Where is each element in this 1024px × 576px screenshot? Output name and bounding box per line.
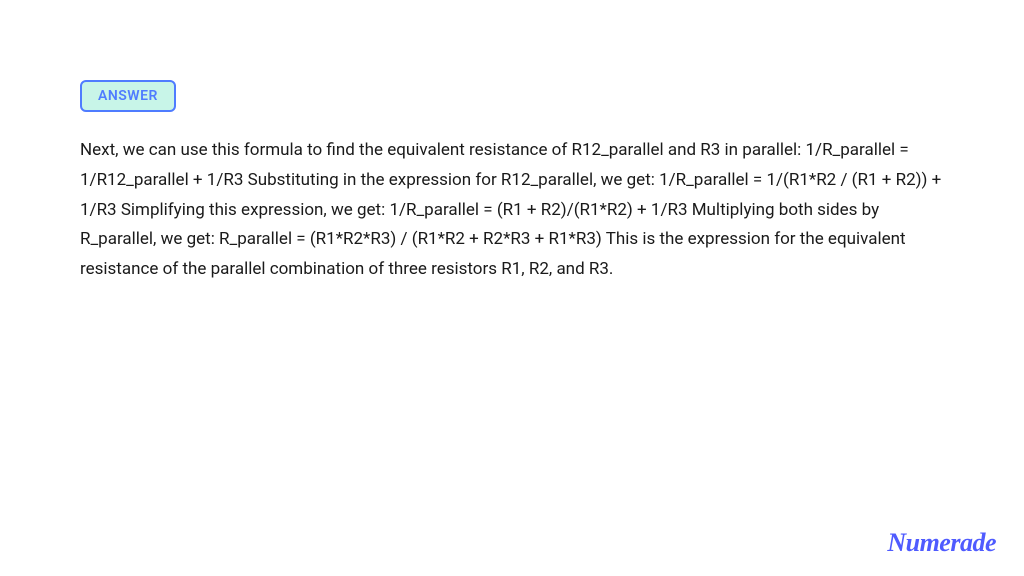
numerade-logo: Numerade — [887, 528, 996, 558]
answer-body-text: Next, we can use this formula to find th… — [80, 136, 949, 285]
answer-badge: ANSWER — [80, 80, 176, 112]
content-area: ANSWER Next, we can use this formula to … — [0, 0, 1024, 285]
